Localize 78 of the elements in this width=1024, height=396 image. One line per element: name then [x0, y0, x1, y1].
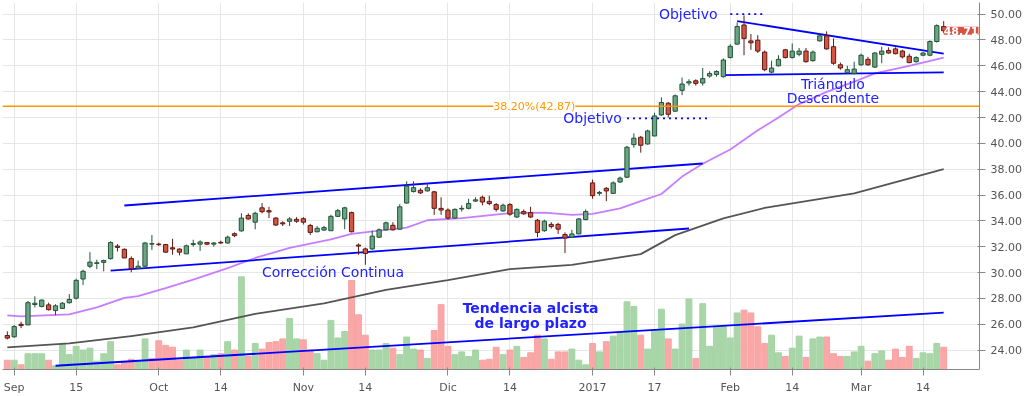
x-tick-label: 14 — [213, 380, 228, 394]
candlestick — [830, 37, 837, 66]
candlestick — [18, 321, 24, 329]
y-tick-label: 28.00 — [990, 292, 1022, 306]
x-tick-label: 14 — [785, 380, 800, 394]
bar — [540, 338, 548, 370]
bar — [231, 349, 238, 370]
bar — [10, 359, 18, 370]
candlestick — [589, 179, 596, 200]
bar — [203, 356, 211, 370]
y-tick-label: 36.00 — [990, 189, 1022, 203]
bar — [417, 349, 424, 370]
annotation: Corrección Continua — [261, 263, 404, 280]
line-series — [6, 56, 945, 318]
candlestick — [720, 57, 727, 79]
annotation: Objetivo — [658, 6, 718, 23]
y-tick-label: 38.00 — [990, 163, 1022, 177]
y-tick-label: 44.00 — [990, 85, 1022, 99]
candlestick — [686, 78, 692, 87]
x-tick-label: Sep — [3, 380, 25, 394]
bar — [3, 359, 11, 370]
bar — [781, 356, 789, 370]
x-tick-label: Nov — [292, 380, 315, 394]
x-tick-label: 14 — [916, 380, 931, 394]
y-tick-label: 48.00 — [990, 33, 1022, 47]
bar — [45, 359, 53, 370]
candlestick — [562, 231, 568, 254]
x-tick-label: Mar — [850, 380, 872, 394]
candlestick — [741, 14, 747, 56]
y-tick-label: 40.00 — [990, 137, 1022, 151]
bar — [244, 356, 252, 370]
x-tick-label: 14 — [358, 380, 373, 394]
candlestick — [238, 212, 245, 233]
bar — [692, 357, 700, 370]
candlestick — [404, 180, 410, 205]
y-tick-label: 24.00 — [990, 344, 1022, 358]
candlestick — [762, 49, 768, 72]
x-tick-label: 15 — [69, 380, 84, 394]
x-tick-label: 17 — [647, 380, 662, 394]
bar — [940, 346, 948, 370]
x-tick-label: 14 — [502, 380, 517, 394]
candlestick — [534, 218, 541, 238]
bar — [506, 349, 514, 370]
bar — [802, 356, 810, 370]
candlestick — [824, 30, 830, 51]
y-tick-label: 34.00 — [990, 214, 1022, 228]
candlestick — [679, 77, 685, 96]
bar — [237, 276, 245, 370]
y-tick-label: 32.00 — [990, 240, 1022, 254]
annotation: 48.71 — [943, 24, 979, 38]
bar — [664, 338, 672, 370]
y-tick-label: 50.00 — [990, 8, 1022, 22]
bar — [499, 354, 507, 370]
y-tick-label: 42.00 — [990, 111, 1022, 125]
x-tick-label: 2017 — [578, 380, 607, 394]
y-tick-label: 46.00 — [990, 59, 1022, 73]
candlestick — [107, 240, 114, 261]
bar — [589, 343, 596, 370]
x-tick-label: Dic — [439, 380, 457, 394]
bar — [423, 357, 431, 370]
candlestick — [651, 112, 658, 137]
bar — [637, 334, 645, 370]
bar — [513, 345, 521, 370]
line-series — [6, 168, 945, 349]
bar — [596, 351, 603, 370]
annotation: Tendencia alcista de largo plazo — [462, 300, 599, 331]
bar — [602, 341, 610, 370]
y-tick-label: 30.00 — [990, 266, 1022, 280]
candlestick — [397, 203, 403, 231]
bar — [864, 360, 872, 370]
y-tick-label: 26.00 — [990, 318, 1022, 332]
bar — [389, 347, 397, 370]
candlestick — [658, 96, 665, 117]
x-tick-label: Feb — [720, 380, 741, 394]
x-tick-label: Oct — [149, 380, 169, 394]
bar — [224, 341, 232, 370]
candlestick — [631, 132, 637, 149]
candlestick — [734, 21, 740, 46]
